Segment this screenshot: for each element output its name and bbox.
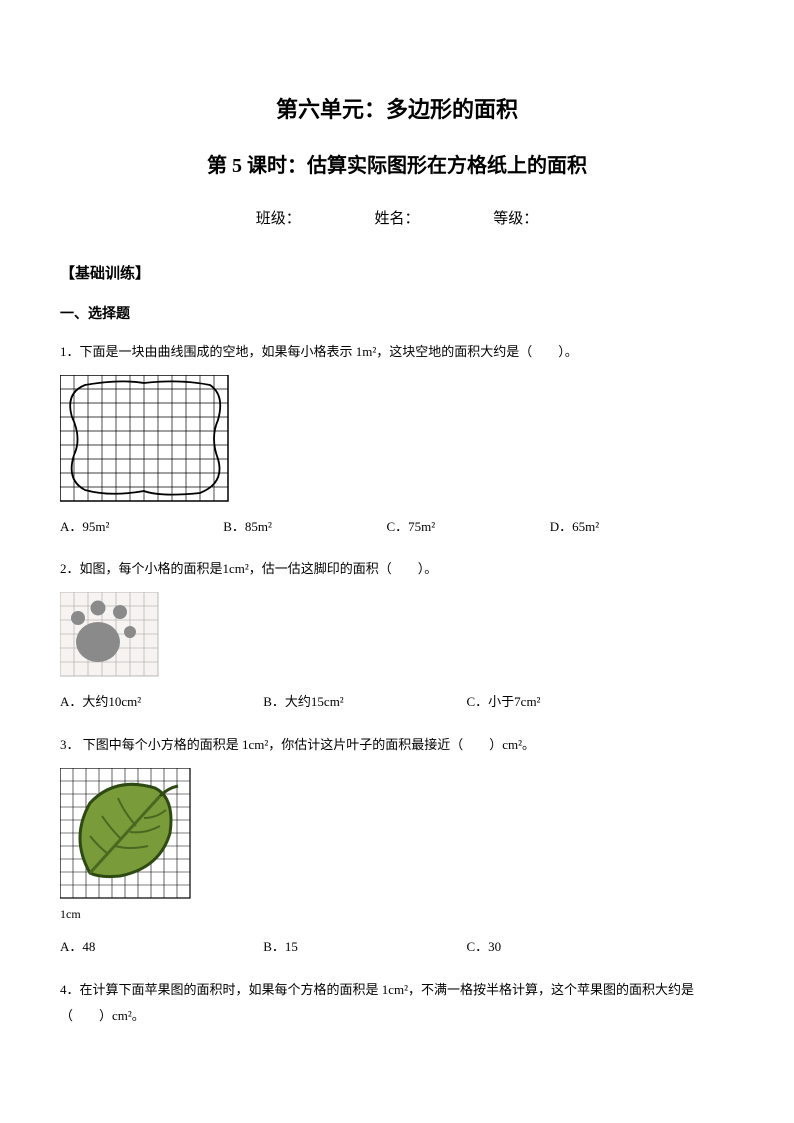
q1-option-b: B．85m² bbox=[223, 515, 383, 538]
question-1-options: A．95m² B．85m² C．75m² D．65m² bbox=[60, 515, 734, 538]
q3-option-b: B．15 bbox=[263, 935, 463, 958]
q2-option-b: B．大约15cm² bbox=[263, 690, 463, 713]
q1-option-d: D．65m² bbox=[550, 515, 710, 538]
sub-header: 一、选择题 bbox=[60, 302, 734, 327]
q3-unit-label: 1cm bbox=[60, 904, 734, 926]
name-label: 姓名： bbox=[374, 206, 419, 233]
question-2-figure bbox=[60, 592, 734, 680]
class-label: 班级： bbox=[256, 206, 301, 233]
question-3-text: 3． 下图中每个小方格的面积是 1cm²，你估计这片叶子的面积最接近（ ）cm²… bbox=[60, 732, 734, 758]
q1-option-c: C．75m² bbox=[387, 515, 547, 538]
section-header: 【基础训练】 bbox=[60, 261, 734, 288]
q2-option-a: A．大约10cm² bbox=[60, 690, 260, 713]
q1-option-a: A．95m² bbox=[60, 515, 220, 538]
unit-title: 第六单元：多边形的面积 bbox=[60, 90, 734, 130]
question-3-options: A．48 B．15 C．30 bbox=[60, 935, 734, 958]
lesson-title: 第 5 课时：估算实际图形在方格纸上的面积 bbox=[60, 148, 734, 184]
q2-option-c: C．小于7cm² bbox=[467, 690, 667, 713]
question-1-figure bbox=[60, 375, 734, 505]
student-info-line: 班级： 姓名： 等级： bbox=[60, 206, 734, 233]
q3-option-a: A．48 bbox=[60, 935, 260, 958]
q3-option-c: C．30 bbox=[467, 935, 667, 958]
question-2-text: 2．如图，每个小格的面积是1cm²，估一估这脚印的面积（ ）。 bbox=[60, 556, 734, 582]
question-2-options: A．大约10cm² B．大约15cm² C．小于7cm² bbox=[60, 690, 734, 713]
question-1-text: 1．下面是一块由曲线围成的空地，如果每小格表示 1m²，这块空地的面积大约是（ … bbox=[60, 339, 734, 365]
question-4-text: 4．在计算下面苹果图的面积时，如果每个方格的面积是 1cm²，不满一格按半格计算… bbox=[60, 977, 734, 1029]
question-3-figure: 1cm bbox=[60, 768, 734, 926]
grade-label: 等级： bbox=[493, 206, 538, 233]
